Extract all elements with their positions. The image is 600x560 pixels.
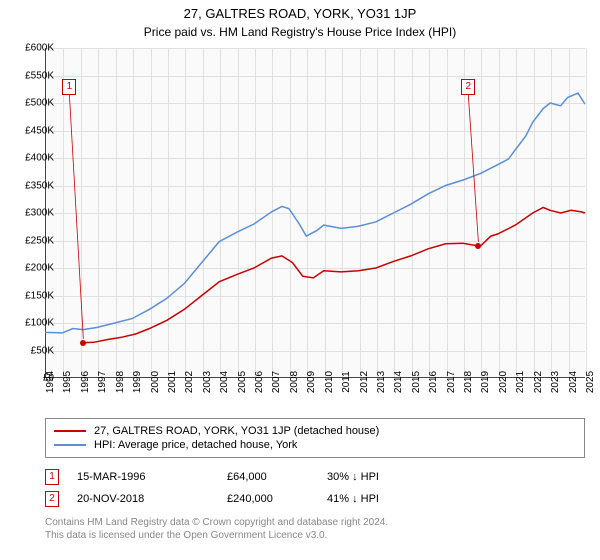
transaction-price: £240,000 xyxy=(227,493,327,505)
subtitle: Price paid vs. HM Land Registry's House … xyxy=(0,21,600,45)
marker-label: 2 xyxy=(461,79,475,95)
transaction-row: 1 15-MAR-1996£64,00030% ↓ HPI xyxy=(45,466,585,488)
x-tick-label: 2014 xyxy=(393,371,404,393)
transaction-row: 2 20-NOV-2018£240,00041% ↓ HPI xyxy=(45,488,585,510)
legend-item: 27, GALTRES ROAD, YORK, YO31 1JP (detach… xyxy=(54,425,576,437)
y-tick-label: £450K xyxy=(25,125,54,136)
transaction-marker: 2 xyxy=(45,491,59,507)
y-tick-label: £0 xyxy=(43,373,54,384)
y-tick-label: £500K xyxy=(25,98,54,109)
chart-container: 27, GALTRES ROAD, YORK, YO31 1JP Price p… xyxy=(0,0,600,560)
x-tick-label: 2013 xyxy=(376,371,387,393)
x-tick-label: 2011 xyxy=(341,371,352,393)
x-tick-label: 2018 xyxy=(463,371,474,393)
chart-lines xyxy=(45,48,585,378)
x-tick-label: 2003 xyxy=(202,371,213,393)
x-tick-label: 2012 xyxy=(359,371,370,393)
transaction-delta: 30% ↓ HPI xyxy=(327,471,379,483)
legend: 27, GALTRES ROAD, YORK, YO31 1JP (detach… xyxy=(45,418,585,458)
y-tick-label: £100K xyxy=(25,318,54,329)
x-tick-label: 2000 xyxy=(150,371,161,393)
y-tick-label: £300K xyxy=(25,208,54,219)
series-line xyxy=(45,93,585,333)
legend-label: 27, GALTRES ROAD, YORK, YO31 1JP (detach… xyxy=(94,425,379,437)
footer-line1: Contains HM Land Registry data © Crown c… xyxy=(45,516,585,529)
transaction-date: 15-MAR-1996 xyxy=(77,471,227,483)
x-tick-label: 1998 xyxy=(115,371,126,393)
y-tick-label: £50K xyxy=(31,345,54,356)
x-tick-label: 2025 xyxy=(585,371,596,393)
legend-swatch xyxy=(54,444,86,446)
gridline-v xyxy=(586,48,587,377)
legend-item: HPI: Average price, detached house, York xyxy=(54,439,576,451)
chart-area: 1994199519961997199819992000200120022003… xyxy=(45,48,585,378)
footer: Contains HM Land Registry data © Crown c… xyxy=(45,516,585,542)
x-tick-label: 2010 xyxy=(324,371,335,393)
x-tick-label: 2016 xyxy=(428,371,439,393)
x-tick-label: 2008 xyxy=(289,371,300,393)
transaction-price: £64,000 xyxy=(227,471,327,483)
x-tick-label: 2017 xyxy=(446,371,457,393)
x-tick-label: 2001 xyxy=(167,371,178,393)
x-tick-label: 2004 xyxy=(219,371,230,393)
transaction-date: 20-NOV-2018 xyxy=(77,493,227,505)
x-tick-label: 1997 xyxy=(97,371,108,393)
marker-dot xyxy=(80,340,86,346)
marker-leader xyxy=(468,95,478,243)
transaction-rows: 1 15-MAR-1996£64,00030% ↓ HPI 2 20-NOV-2018… xyxy=(45,466,585,510)
x-tick-label: 1999 xyxy=(132,371,143,393)
x-tick-label: 2021 xyxy=(515,371,526,393)
x-tick-label: 2019 xyxy=(480,371,491,393)
footer-line2: This data is licensed under the Open Gov… xyxy=(45,529,585,542)
y-tick-label: £200K xyxy=(25,263,54,274)
transaction-delta: 41% ↓ HPI xyxy=(327,493,379,505)
transaction-marker: 1 xyxy=(45,469,59,485)
marker-dot xyxy=(475,243,481,249)
marker-leader xyxy=(69,95,83,339)
x-tick-label: 2022 xyxy=(533,371,544,393)
x-tick-label: 2002 xyxy=(184,371,195,393)
y-tick-label: £350K xyxy=(25,180,54,191)
x-tick-label: 2005 xyxy=(237,371,248,393)
x-tick-label: 2015 xyxy=(411,371,422,393)
x-tick-label: 1995 xyxy=(62,371,73,393)
x-tick-label: 2023 xyxy=(550,371,561,393)
title: 27, GALTRES ROAD, YORK, YO31 1JP xyxy=(0,0,600,21)
x-tick-label: 2006 xyxy=(254,371,265,393)
x-tick-label: 1996 xyxy=(80,371,91,393)
x-tick-label: 2007 xyxy=(271,371,282,393)
y-tick-label: £600K xyxy=(25,43,54,54)
y-tick-label: £400K xyxy=(25,153,54,164)
marker-label: 1 xyxy=(62,79,76,95)
x-tick-label: 2020 xyxy=(498,371,509,393)
legend-swatch xyxy=(54,430,86,432)
y-tick-label: £250K xyxy=(25,235,54,246)
y-tick-label: £550K xyxy=(25,70,54,81)
x-tick-label: 2009 xyxy=(306,371,317,393)
x-tick-label: 2024 xyxy=(568,371,579,393)
legend-label: HPI: Average price, detached house, York xyxy=(94,439,297,451)
y-tick-label: £150K xyxy=(25,290,54,301)
